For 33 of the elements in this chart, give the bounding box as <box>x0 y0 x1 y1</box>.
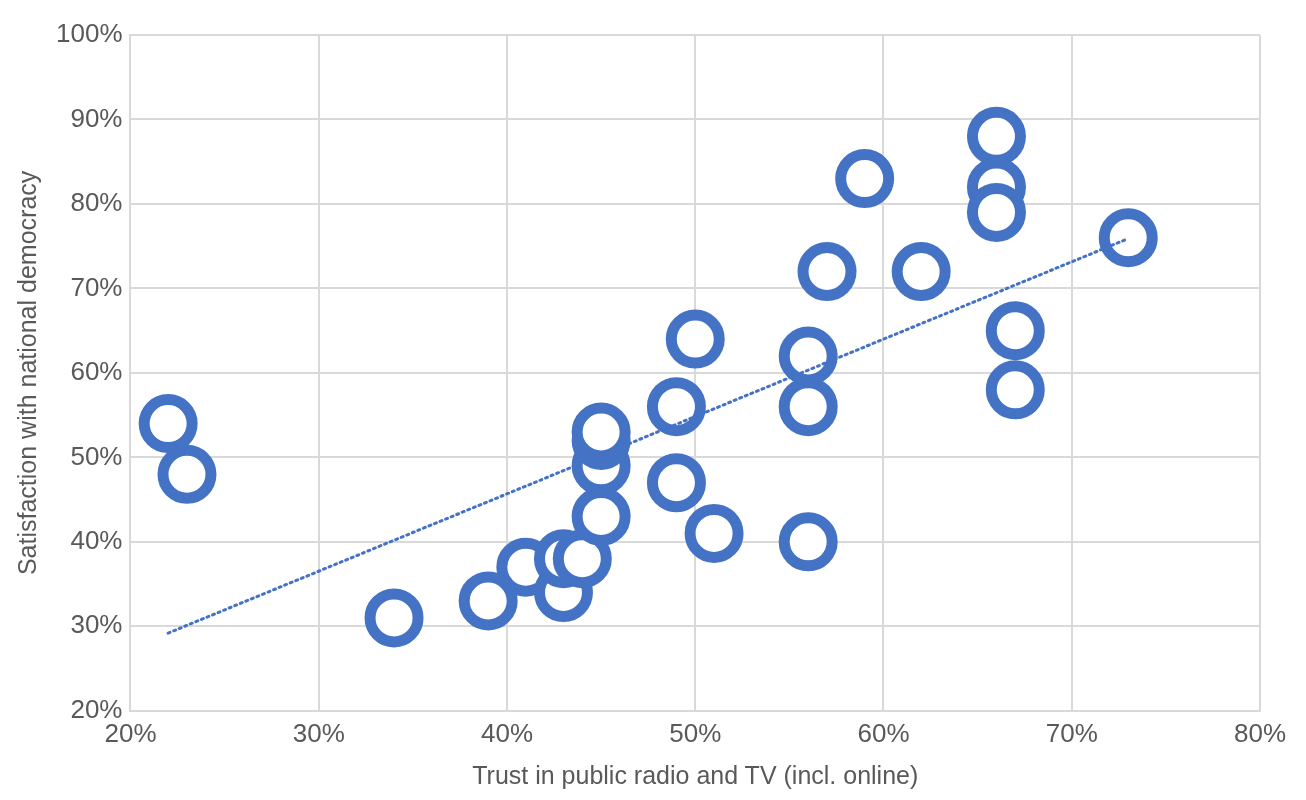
x-tick-label: 50% <box>669 717 722 748</box>
point <box>364 588 424 648</box>
x-tick-label: 30% <box>292 717 345 748</box>
point <box>138 394 198 454</box>
y-axis-title: Satisfaction with national democracy <box>12 170 41 576</box>
point <box>985 301 1045 361</box>
point <box>646 377 706 437</box>
y-tick-label: 100% <box>56 18 123 49</box>
y-tick-label: 90% <box>70 102 123 133</box>
point <box>778 512 838 572</box>
point <box>966 182 1026 242</box>
y-tick-label: 30% <box>70 609 123 640</box>
point <box>1098 208 1158 268</box>
x-axis-title: Trust in public radio and TV (incl. online) <box>472 760 919 789</box>
x-tick-label: 80% <box>1233 717 1287 748</box>
y-tick-label: 70% <box>70 271 123 302</box>
y-tick-label: 50% <box>70 440 123 471</box>
point <box>891 242 951 302</box>
point <box>665 309 725 369</box>
point <box>458 571 518 631</box>
x-tick-label: 40% <box>480 717 534 748</box>
y-tick-label: 40% <box>70 525 123 556</box>
x-tick-label: 70% <box>1045 717 1098 748</box>
point <box>985 360 1045 420</box>
point <box>552 529 612 589</box>
point <box>157 444 217 504</box>
point <box>684 503 744 563</box>
y-tick-label: 60% <box>70 356 123 387</box>
point <box>646 453 706 513</box>
y-tick-label: 80% <box>70 187 123 218</box>
x-tick-label: 60% <box>857 717 910 748</box>
point <box>835 149 895 209</box>
point <box>797 242 857 302</box>
